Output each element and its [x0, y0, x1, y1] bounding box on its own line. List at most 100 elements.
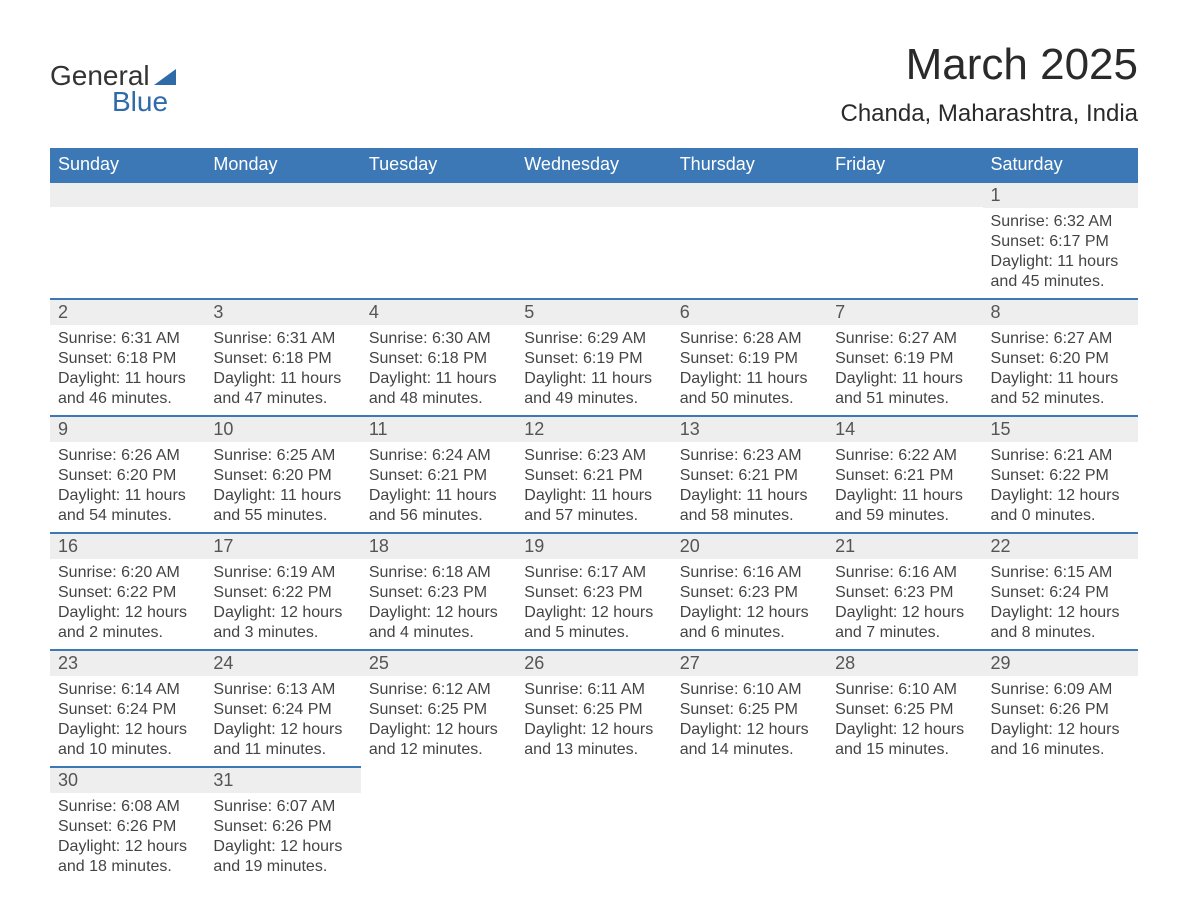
sunrise-line: Sunrise: 6:29 AM — [524, 329, 663, 349]
week-row: 16Sunrise: 6:20 AMSunset: 6:22 PMDayligh… — [50, 532, 1138, 649]
day-cell — [983, 766, 1138, 883]
day-number: 27 — [672, 649, 827, 676]
day-number: 6 — [672, 298, 827, 325]
day-cell: 30Sunrise: 6:08 AMSunset: 6:26 PMDayligh… — [50, 766, 205, 883]
sunrise-line: Sunrise: 6:07 AM — [213, 797, 352, 817]
day-details: Sunrise: 6:10 AMSunset: 6:25 PMDaylight:… — [827, 676, 982, 766]
sunset-line: Sunset: 6:20 PM — [58, 466, 197, 486]
day-cell: 31Sunrise: 6:07 AMSunset: 6:26 PMDayligh… — [205, 766, 360, 883]
sunrise-line: Sunrise: 6:10 AM — [835, 680, 974, 700]
day-number: 2 — [50, 298, 205, 325]
day-cell — [361, 181, 516, 298]
sunrise-line: Sunrise: 6:19 AM — [213, 563, 352, 583]
sunrise-line: Sunrise: 6:16 AM — [835, 563, 974, 583]
daylight-line: Daylight: 11 hours and 48 minutes. — [369, 369, 508, 409]
sunrise-line: Sunrise: 6:21 AM — [991, 446, 1130, 466]
sunset-line: Sunset: 6:23 PM — [680, 583, 819, 603]
calendar: SundayMondayTuesdayWednesdayThursdayFrid… — [50, 148, 1138, 883]
sunset-line: Sunset: 6:21 PM — [835, 466, 974, 486]
day-number: 7 — [827, 298, 982, 325]
day-number: 13 — [672, 415, 827, 442]
daylight-line: Daylight: 12 hours and 7 minutes. — [835, 603, 974, 643]
day-cell — [361, 766, 516, 883]
daylight-line: Daylight: 12 hours and 15 minutes. — [835, 720, 974, 760]
page-title: March 2025 — [840, 40, 1138, 90]
day-number: 17 — [205, 532, 360, 559]
daylight-line: Daylight: 11 hours and 55 minutes. — [213, 486, 352, 526]
daylight-line: Daylight: 12 hours and 2 minutes. — [58, 603, 197, 643]
day-cell: 25Sunrise: 6:12 AMSunset: 6:25 PMDayligh… — [361, 649, 516, 766]
sunset-line: Sunset: 6:18 PM — [58, 349, 197, 369]
day-number: 9 — [50, 415, 205, 442]
weekday-header: Sunday — [50, 148, 205, 181]
daylight-line: Daylight: 11 hours and 49 minutes. — [524, 369, 663, 409]
daylight-line: Daylight: 12 hours and 14 minutes. — [680, 720, 819, 760]
day-cell: 28Sunrise: 6:10 AMSunset: 6:25 PMDayligh… — [827, 649, 982, 766]
day-number: 21 — [827, 532, 982, 559]
day-details: Sunrise: 6:10 AMSunset: 6:25 PMDaylight:… — [672, 676, 827, 766]
day-cell: 13Sunrise: 6:23 AMSunset: 6:21 PMDayligh… — [672, 415, 827, 532]
day-details: Sunrise: 6:17 AMSunset: 6:23 PMDaylight:… — [516, 559, 671, 649]
daylight-line: Daylight: 11 hours and 56 minutes. — [369, 486, 508, 526]
day-cell: 23Sunrise: 6:14 AMSunset: 6:24 PMDayligh… — [50, 649, 205, 766]
day-cell — [827, 181, 982, 298]
sunrise-line: Sunrise: 6:28 AM — [680, 329, 819, 349]
day-details: Sunrise: 6:27 AMSunset: 6:19 PMDaylight:… — [827, 325, 982, 415]
sunrise-line: Sunrise: 6:18 AM — [369, 563, 508, 583]
daylight-line: Daylight: 12 hours and 8 minutes. — [991, 603, 1130, 643]
sunset-line: Sunset: 6:18 PM — [369, 349, 508, 369]
empty-day — [827, 181, 982, 207]
sunrise-line: Sunrise: 6:10 AM — [680, 680, 819, 700]
sunrise-line: Sunrise: 6:32 AM — [991, 212, 1130, 232]
sunset-line: Sunset: 6:18 PM — [213, 349, 352, 369]
day-number: 5 — [516, 298, 671, 325]
sunset-line: Sunset: 6:26 PM — [991, 700, 1130, 720]
sunset-line: Sunset: 6:21 PM — [680, 466, 819, 486]
day-number: 20 — [672, 532, 827, 559]
sunset-line: Sunset: 6:19 PM — [680, 349, 819, 369]
daylight-line: Daylight: 12 hours and 11 minutes. — [213, 720, 352, 760]
sunset-line: Sunset: 6:23 PM — [524, 583, 663, 603]
calendar-body: 1Sunrise: 6:32 AMSunset: 6:17 PMDaylight… — [50, 181, 1138, 883]
day-details: Sunrise: 6:13 AMSunset: 6:24 PMDaylight:… — [205, 676, 360, 766]
day-details: Sunrise: 6:21 AMSunset: 6:22 PMDaylight:… — [983, 442, 1138, 532]
day-number: 16 — [50, 532, 205, 559]
week-row: 1Sunrise: 6:32 AMSunset: 6:17 PMDaylight… — [50, 181, 1138, 298]
daylight-line: Daylight: 11 hours and 46 minutes. — [58, 369, 197, 409]
sunset-line: Sunset: 6:25 PM — [369, 700, 508, 720]
day-cell: 5Sunrise: 6:29 AMSunset: 6:19 PMDaylight… — [516, 298, 671, 415]
day-details: Sunrise: 6:24 AMSunset: 6:21 PMDaylight:… — [361, 442, 516, 532]
daylight-line: Daylight: 12 hours and 18 minutes. — [58, 837, 197, 877]
day-details: Sunrise: 6:28 AMSunset: 6:19 PMDaylight:… — [672, 325, 827, 415]
day-cell — [516, 766, 671, 883]
day-cell: 7Sunrise: 6:27 AMSunset: 6:19 PMDaylight… — [827, 298, 982, 415]
day-details: Sunrise: 6:18 AMSunset: 6:23 PMDaylight:… — [361, 559, 516, 649]
day-details: Sunrise: 6:29 AMSunset: 6:19 PMDaylight:… — [516, 325, 671, 415]
sunrise-line: Sunrise: 6:27 AM — [835, 329, 974, 349]
day-details: Sunrise: 6:23 AMSunset: 6:21 PMDaylight:… — [672, 442, 827, 532]
day-cell — [672, 181, 827, 298]
day-number: 25 — [361, 649, 516, 676]
daylight-line: Daylight: 11 hours and 51 minutes. — [835, 369, 974, 409]
sunset-line: Sunset: 6:21 PM — [369, 466, 508, 486]
day-number: 15 — [983, 415, 1138, 442]
sunrise-line: Sunrise: 6:31 AM — [58, 329, 197, 349]
day-cell: 10Sunrise: 6:25 AMSunset: 6:20 PMDayligh… — [205, 415, 360, 532]
sunrise-line: Sunrise: 6:14 AM — [58, 680, 197, 700]
day-details: Sunrise: 6:27 AMSunset: 6:20 PMDaylight:… — [983, 325, 1138, 415]
sunrise-line: Sunrise: 6:15 AM — [991, 563, 1130, 583]
empty-day-body — [205, 207, 360, 237]
day-number: 29 — [983, 649, 1138, 676]
day-number: 19 — [516, 532, 671, 559]
day-details: Sunrise: 6:31 AMSunset: 6:18 PMDaylight:… — [50, 325, 205, 415]
week-row: 2Sunrise: 6:31 AMSunset: 6:18 PMDaylight… — [50, 298, 1138, 415]
day-cell: 26Sunrise: 6:11 AMSunset: 6:25 PMDayligh… — [516, 649, 671, 766]
sunset-line: Sunset: 6:23 PM — [835, 583, 974, 603]
day-cell: 8Sunrise: 6:27 AMSunset: 6:20 PMDaylight… — [983, 298, 1138, 415]
day-cell: 16Sunrise: 6:20 AMSunset: 6:22 PMDayligh… — [50, 532, 205, 649]
day-cell: 20Sunrise: 6:16 AMSunset: 6:23 PMDayligh… — [672, 532, 827, 649]
day-details: Sunrise: 6:14 AMSunset: 6:24 PMDaylight:… — [50, 676, 205, 766]
sunrise-line: Sunrise: 6:30 AM — [369, 329, 508, 349]
day-cell: 29Sunrise: 6:09 AMSunset: 6:26 PMDayligh… — [983, 649, 1138, 766]
empty-day — [361, 181, 516, 207]
